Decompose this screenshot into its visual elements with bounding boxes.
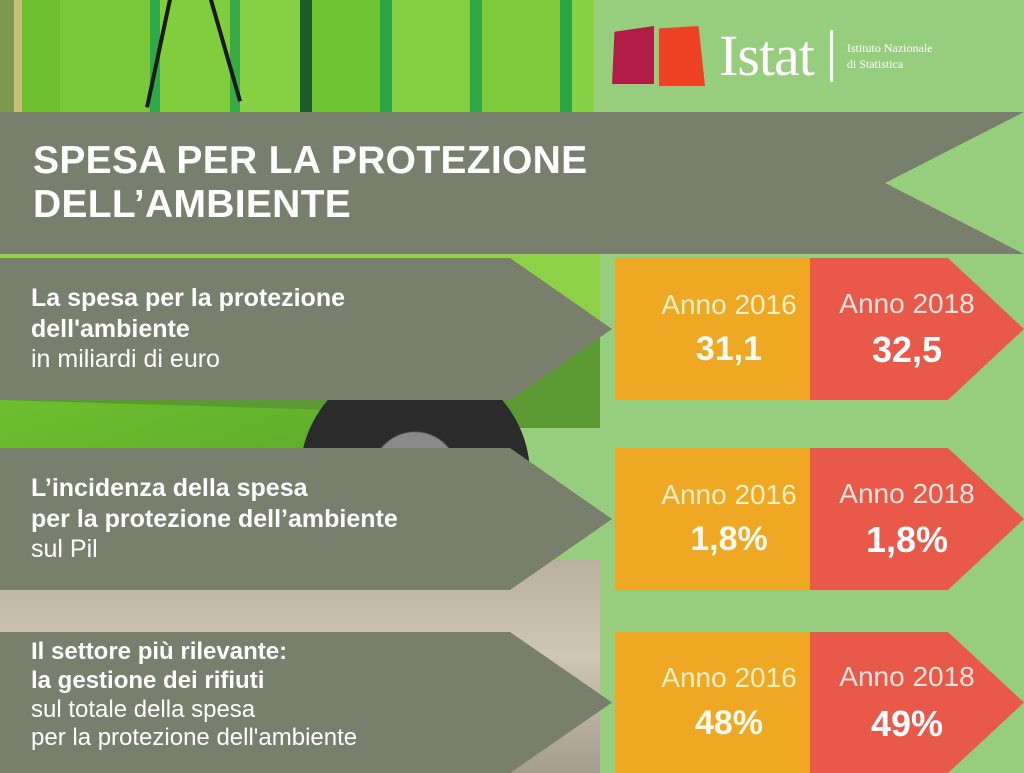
istat-subtitle-line1: Istituto Nazionale	[846, 40, 933, 55]
stat-year-label-2018: Anno 2018	[839, 477, 975, 509]
stat-row: Il settore più rilevante: la gestione de…	[0, 632, 1024, 773]
stat-chevron-2018: Anno 2018 1,8%	[810, 448, 1024, 590]
istat-wordmark: Istat	[719, 23, 815, 88]
title-banner: SPESA PER LA PROTEZIONE DELL’AMBIENTE	[0, 112, 1024, 254]
stat-value-2018: 1,8%	[865, 519, 949, 561]
stat-row-label: Il settore più rilevante: la gestione de…	[0, 632, 612, 773]
stat-label-bold-line1: L’incidenza della spesa	[31, 474, 308, 503]
stat-label-light-line1: sul Pil	[31, 535, 98, 564]
stat-year-label-2018: Anno 2018	[839, 287, 975, 319]
stat-value-2016: 48%	[694, 703, 764, 742]
photo-cable-icon	[205, 0, 242, 102]
stat-year-label-2016: Anno 2016	[661, 478, 797, 510]
logo-divider	[829, 30, 833, 82]
stat-label-bold-line2: per la protezione dell’ambiente	[31, 504, 398, 533]
stat-label-light-line1: in miliardi di euro	[31, 345, 220, 374]
logo-shape-orange-red-icon	[659, 26, 705, 86]
istat-subtitle: Istituto Nazionale di Statistica	[847, 40, 933, 72]
stat-chevron-2018: Anno 2018 32,5	[810, 258, 1024, 400]
stat-value-2016: 1,8%	[690, 520, 768, 559]
stat-label-bold-line1: La spesa per la protezione	[31, 284, 345, 313]
logo-shape-dark-red-icon	[612, 26, 654, 84]
stat-row-label: La spesa per la protezione dell'ambiente…	[0, 258, 612, 400]
stat-year-label-2018: Anno 2018	[839, 661, 975, 693]
photo-cable-icon	[145, 0, 174, 108]
stat-value-2018: 32,5	[871, 329, 943, 371]
stat-row-label: L’incidenza della spesa per la protezion…	[0, 448, 612, 590]
stat-label-bold-line2: dell'ambiente	[31, 314, 190, 343]
istat-logo: Istat Istituto Nazionale di Statistica	[594, 0, 1024, 112]
istat-subtitle-line2: di Statistica	[846, 57, 904, 71]
stat-label-bold-line2: la gestione dei rifiuti	[31, 666, 265, 694]
stat-year-label-2016: Anno 2016	[661, 288, 797, 320]
page-title: SPESA PER LA PROTEZIONE DELL’AMBIENTE	[0, 139, 587, 228]
stat-row: L’incidenza della spesa per la protezion…	[0, 448, 1024, 590]
page-title-line1: SPESA PER LA PROTEZIONE	[33, 138, 588, 182]
stat-value-2016: 31,1	[695, 330, 763, 369]
stat-year-label-2016: Anno 2016	[661, 662, 797, 694]
istat-logo-mark	[612, 26, 705, 86]
stat-chevron-2018: Anno 2018 49%	[810, 632, 1024, 773]
stat-label-light-line1: sul totale della spesa	[31, 695, 256, 723]
photo-bin-row	[0, 0, 600, 118]
stat-label-light-line2: per la protezione dell'ambiente	[31, 724, 358, 752]
stat-value-2018: 49%	[870, 702, 944, 744]
page-title-line2: DELL’AMBIENTE	[33, 183, 352, 226]
stat-label-bold-line1: Il settore più rilevante:	[31, 638, 288, 665]
stat-row: La spesa per la protezione dell'ambiente…	[0, 258, 1024, 400]
